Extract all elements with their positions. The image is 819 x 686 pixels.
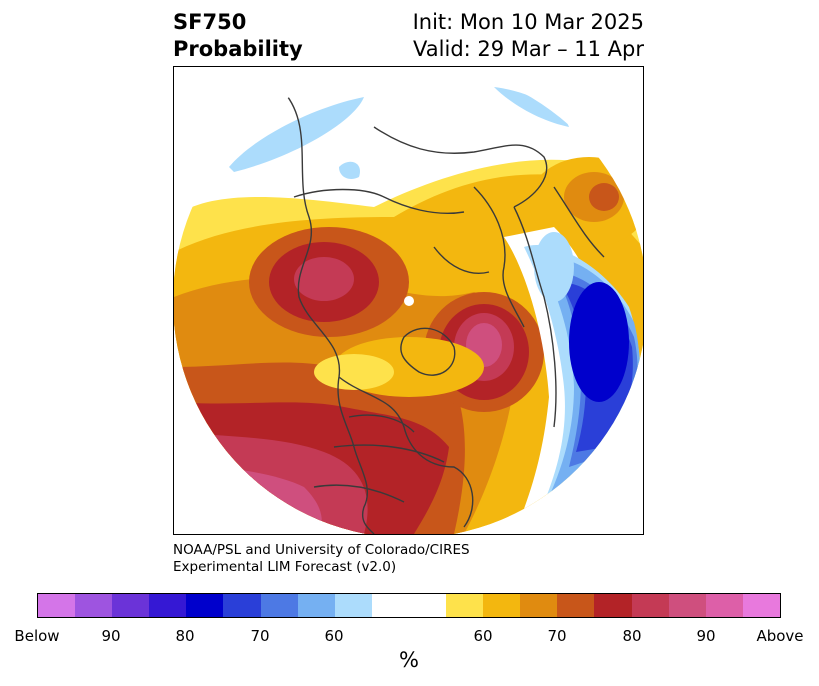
colorbar-swatch xyxy=(408,594,447,617)
credit-line-2: Experimental LIM Forecast (v2.0) xyxy=(173,559,397,575)
colorbar-swatch xyxy=(446,594,484,617)
colorbar-tick-label: 90 xyxy=(696,627,716,645)
colorbar-tick-label: 80 xyxy=(622,627,642,645)
colorbar-tick-label: 70 xyxy=(250,627,270,645)
colorbar-unit: % xyxy=(399,648,419,672)
north-blue-right xyxy=(494,87,569,127)
colorbar-swatch xyxy=(75,594,113,617)
map-title: SF750 Probability xyxy=(173,9,303,63)
north-blue-left xyxy=(229,97,364,172)
colorbar-swatch xyxy=(631,594,669,617)
colorbar-swatch xyxy=(112,594,150,617)
colorbar-swatch xyxy=(520,594,558,617)
colorbar-swatch xyxy=(260,594,298,617)
colorbar-tick-label: Above xyxy=(756,627,804,645)
colorbar-swatch xyxy=(223,594,261,617)
credit-text: NOAA/PSL and University of Colorado/CIRE… xyxy=(173,542,470,576)
title-variable: SF750 xyxy=(173,10,247,34)
north-blue-small xyxy=(339,161,360,179)
colorbar-swatch xyxy=(297,594,335,617)
colorbar-tick-label: Below xyxy=(14,627,60,645)
colorbar-tick-label: 80 xyxy=(175,627,195,645)
colorbar-swatch xyxy=(742,594,780,617)
colorbar-tick-label: 60 xyxy=(324,627,344,645)
colorbar-tick-label: 70 xyxy=(547,627,567,645)
probability-map xyxy=(174,67,643,534)
colorbar-tick-label: 90 xyxy=(101,627,121,645)
colorbar xyxy=(37,593,781,618)
forecast-dates: Init: Mon 10 Mar 2025 Valid: 29 Mar – 11… xyxy=(413,9,644,63)
colorbar-swatch xyxy=(371,594,409,617)
colorbar-swatch xyxy=(149,594,187,617)
colorbar-swatch xyxy=(483,594,521,617)
colorbar-swatch xyxy=(557,594,595,617)
colorbar-tick-label: 60 xyxy=(473,627,493,645)
init-date: Init: Mon 10 Mar 2025 xyxy=(412,10,644,34)
colorbar-swatch xyxy=(334,594,372,617)
title-subtitle: Probability xyxy=(173,37,303,61)
credit-line-1: NOAA/PSL and University of Colorado/CIRE… xyxy=(173,542,470,558)
colorbar-swatch xyxy=(186,594,224,617)
colorbar-swatch xyxy=(38,594,76,617)
map-panel xyxy=(173,66,644,535)
colorbar-swatch xyxy=(594,594,632,617)
colorbar-swatch xyxy=(705,594,743,617)
colorbar-swatch xyxy=(668,594,706,617)
valid-dates: Valid: 29 Mar – 11 Apr xyxy=(413,37,644,61)
below-core-region xyxy=(569,282,629,402)
